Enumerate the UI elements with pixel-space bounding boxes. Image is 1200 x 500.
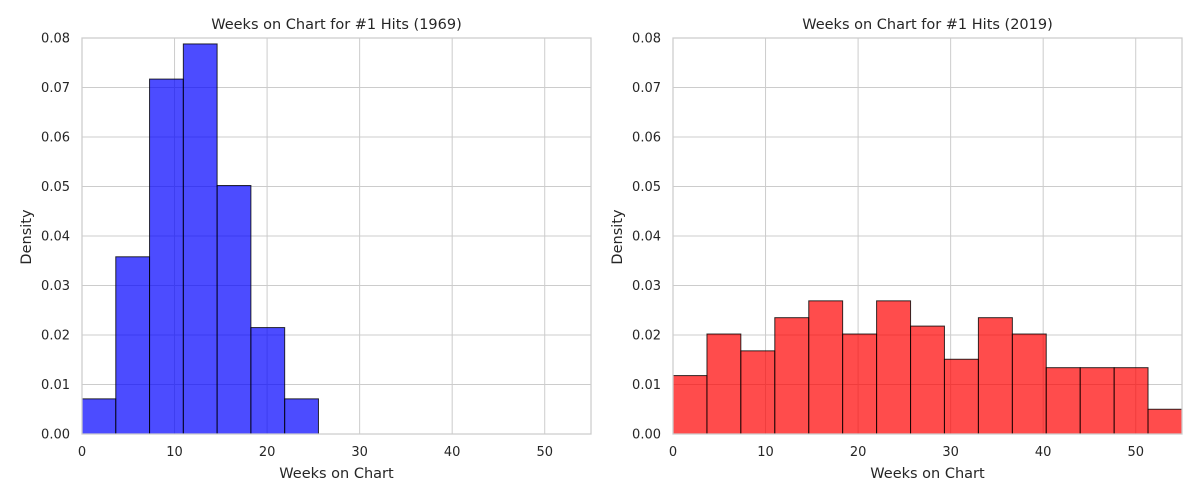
x-tick-label: 50 bbox=[536, 445, 553, 460]
x-tick-label: 10 bbox=[757, 445, 774, 460]
histogram-bar bbox=[910, 325, 945, 435]
x-tick-label: 20 bbox=[259, 445, 276, 460]
y-tick-label: 0.08 bbox=[41, 32, 70, 47]
chart-title: Weeks on Chart for #1 Hits (2019) bbox=[802, 17, 1053, 33]
y-tick-label: 0.00 bbox=[632, 428, 661, 443]
histogram-bar bbox=[1079, 367, 1115, 435]
x-tick-label: 30 bbox=[942, 445, 959, 460]
plot-frame bbox=[672, 37, 1183, 435]
histogram-bar bbox=[216, 185, 252, 435]
x-tick-label: 30 bbox=[351, 445, 368, 460]
x-tick-label: 40 bbox=[1035, 445, 1052, 460]
y-tick-label: 0.04 bbox=[632, 230, 661, 245]
histogram-bar bbox=[149, 78, 184, 435]
histogram-bar bbox=[774, 317, 810, 435]
histogram-bar bbox=[81, 398, 117, 435]
x-axis-label: Weeks on Chart bbox=[279, 466, 394, 482]
histogram-bar bbox=[876, 300, 912, 435]
y-tick-label: 0.03 bbox=[632, 279, 661, 294]
x-tick-label: 50 bbox=[1127, 445, 1144, 460]
histogram-bar bbox=[977, 317, 1013, 435]
histogram-bar bbox=[1011, 333, 1047, 435]
bars bbox=[81, 43, 319, 435]
bars bbox=[672, 300, 1183, 435]
x-tick-label: 0 bbox=[78, 445, 86, 460]
histogram-bar bbox=[808, 300, 844, 435]
plot-frame bbox=[81, 37, 592, 435]
histogram-bar bbox=[672, 375, 708, 435]
x-axis-label: Weeks on Chart bbox=[870, 466, 985, 482]
y-tick-label: 0.03 bbox=[41, 279, 70, 294]
y-tick-label: 0.06 bbox=[41, 131, 70, 146]
histogram-bar bbox=[1113, 367, 1149, 435]
y-axis-label: Density bbox=[610, 209, 626, 265]
histogram-bar bbox=[842, 333, 878, 435]
y-tick-label: 0.02 bbox=[41, 329, 70, 344]
histogram-bar bbox=[1147, 408, 1183, 435]
y-tick-label: 0.07 bbox=[41, 81, 70, 96]
histogram-panel-1969: Weeks on Chart for #1 Hits (1969) Weeks … bbox=[19, 17, 592, 482]
histogram-bar bbox=[182, 43, 218, 435]
histogram-bar bbox=[250, 327, 286, 435]
x-tick-label: 10 bbox=[166, 445, 183, 460]
y-tick-label: 0.00 bbox=[41, 428, 70, 443]
x-tick-label: 20 bbox=[850, 445, 867, 460]
y-tick-label: 0.08 bbox=[632, 32, 661, 47]
y-tick-label: 0.06 bbox=[632, 131, 661, 146]
histogram-bar bbox=[740, 350, 776, 435]
y-tick-label: 0.01 bbox=[632, 378, 661, 393]
histogram-bar bbox=[706, 333, 742, 435]
chart-title: Weeks on Chart for #1 Hits (1969) bbox=[211, 17, 462, 33]
histogram-bar bbox=[115, 256, 151, 435]
histogram-bar bbox=[284, 398, 319, 435]
y-axis-label: Density bbox=[19, 209, 35, 265]
y-tick-label: 0.02 bbox=[632, 329, 661, 344]
histogram-panel-2019: Weeks on Chart for #1 Hits (2019) Weeks … bbox=[610, 17, 1183, 482]
y-tick-label: 0.05 bbox=[632, 180, 661, 195]
y-tick-label: 0.05 bbox=[41, 180, 70, 195]
x-tick-label: 0 bbox=[669, 445, 677, 460]
y-tick-label: 0.07 bbox=[632, 81, 661, 96]
x-tick-label: 40 bbox=[444, 445, 461, 460]
y-tick-label: 0.01 bbox=[41, 378, 70, 393]
histogram-bar bbox=[1045, 367, 1081, 435]
histogram-bar bbox=[943, 358, 979, 435]
y-tick-label: 0.04 bbox=[41, 230, 70, 245]
